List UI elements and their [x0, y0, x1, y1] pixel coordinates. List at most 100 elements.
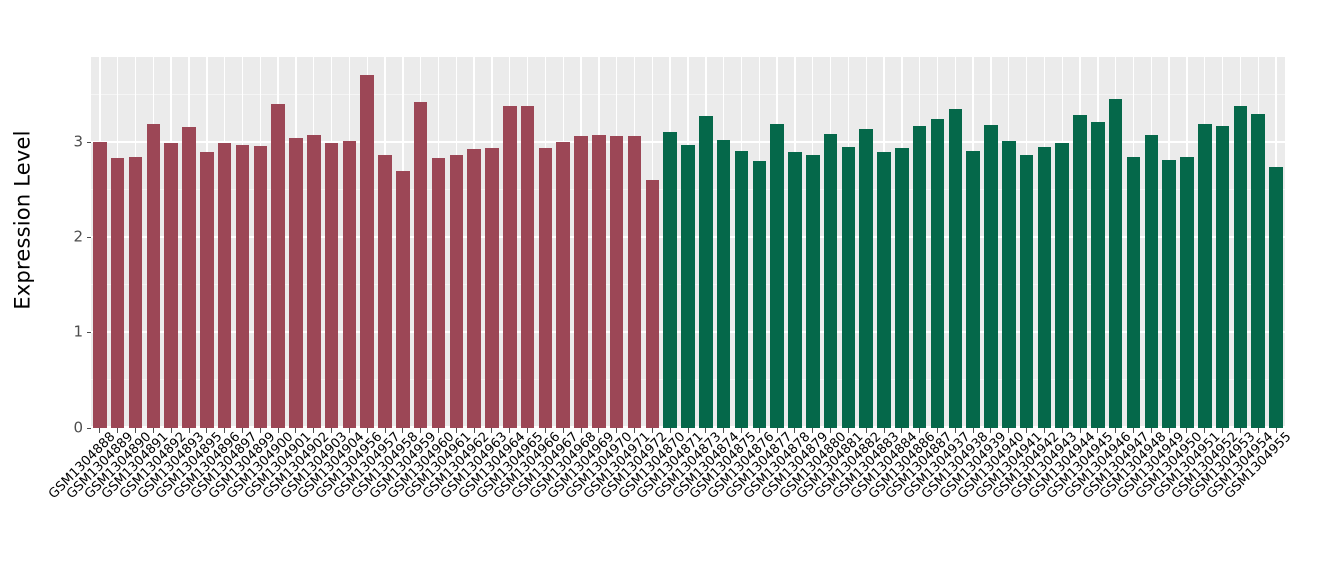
- bar: [1055, 142, 1069, 428]
- x-axis-tick-mark: [651, 428, 653, 433]
- bar: [823, 134, 838, 428]
- y-axis-tick-mark: [87, 332, 91, 334]
- bar: [663, 132, 677, 428]
- x-axis-tick-mark: [420, 428, 422, 433]
- x-axis-tick-mark: [224, 428, 226, 433]
- bar: [752, 160, 767, 428]
- bar: [289, 137, 303, 428]
- x-axis-tick-mark: [1186, 428, 1188, 433]
- x-axis-labels: GSM1304888 GSM1304889 GSM1304890 GSM1304891…: [46, 429, 1295, 578]
- y-axis-tick-mark: [87, 142, 91, 144]
- bar: [770, 123, 784, 428]
- bar: [520, 106, 535, 428]
- bar: [734, 151, 749, 428]
- x-axis-tick-mark: [1115, 428, 1117, 433]
- x-axis-tick-mark: [1008, 428, 1010, 433]
- x-axis-tick-mark: [1204, 428, 1206, 433]
- y-axis: 0 1 2 3: [46, 57, 91, 435]
- bar: [716, 139, 731, 428]
- x-axis-tick-mark: [135, 428, 137, 433]
- bar: [200, 152, 214, 428]
- x-axis-tick-mark: [1061, 428, 1063, 433]
- x-axis-tick-mark: [972, 428, 974, 433]
- y-axis-tick-label: 0: [73, 418, 83, 436]
- x-axis-tick-mark: [544, 428, 546, 433]
- bar: [788, 152, 802, 428]
- bar: [342, 140, 357, 428]
- bar: [1091, 121, 1105, 428]
- bar: [948, 109, 963, 428]
- x-axis-tick-mark: [776, 428, 778, 433]
- bar: [912, 125, 927, 428]
- bar: [164, 142, 178, 428]
- x-axis-tick-mark: [723, 428, 725, 433]
- bar: [1019, 154, 1034, 428]
- bar: [1215, 125, 1230, 428]
- x-axis-tick-mark: [954, 428, 956, 433]
- bar: [1251, 114, 1266, 428]
- x-axis-tick-mark: [152, 428, 154, 433]
- x-axis-tick-mark: [1079, 428, 1081, 433]
- bar: [538, 148, 553, 428]
- x-axis-tick-mark: [170, 428, 172, 433]
- x-axis-tick-mark: [1257, 428, 1259, 433]
- bar: [431, 157, 446, 428]
- y-axis-tick-mark: [87, 427, 91, 429]
- x-axis-tick-mark: [1275, 428, 1277, 433]
- bar: [413, 101, 428, 428]
- bar: [895, 148, 909, 428]
- bar: [592, 135, 606, 428]
- x-axis-tick-mark: [794, 428, 796, 433]
- bar: [627, 135, 642, 428]
- x-axis-tick-mark: [259, 428, 261, 433]
- bar: [645, 179, 660, 428]
- x-axis-tick-mark: [830, 428, 832, 433]
- x-axis-tick-mark: [865, 428, 867, 433]
- bar: [984, 124, 998, 428]
- x-axis-tick-mark: [598, 428, 600, 433]
- bar: [841, 147, 856, 428]
- bar: [93, 141, 107, 428]
- x-axis-tick-mark: [901, 428, 903, 433]
- bar: [1162, 159, 1176, 428]
- x-axis-tick-mark: [705, 428, 707, 433]
- x-axis-tick-mark: [366, 428, 368, 433]
- bar: [253, 146, 268, 428]
- bar: [1037, 147, 1052, 428]
- y-axis-title-text: Expression Level: [11, 130, 35, 310]
- bar: [128, 156, 143, 428]
- x-axis-tick-mark: [758, 428, 760, 433]
- x-axis-tick-mark: [1097, 428, 1099, 433]
- bar: [449, 154, 464, 428]
- bar: [1180, 156, 1194, 428]
- x-axis-tick-mark: [740, 428, 742, 433]
- bar: [467, 149, 481, 428]
- y-axis-tick-label: 2: [73, 227, 83, 246]
- x-axis-tick-mark: [117, 428, 119, 433]
- x-axis-tick-mark: [384, 428, 386, 433]
- x-axis-tick-mark: [473, 428, 475, 433]
- bar: [146, 123, 161, 428]
- bar: [1002, 140, 1016, 428]
- x-axis-tick-mark: [562, 428, 564, 433]
- bar: [681, 144, 695, 428]
- x-axis-tick-mark: [455, 428, 457, 433]
- y-axis-title: Expression Level: [0, 0, 46, 440]
- bar: [699, 115, 713, 428]
- bar: [1073, 115, 1087, 428]
- x-axis-tick-mark: [438, 428, 439, 433]
- x-axis-tick-mark: [1043, 428, 1045, 433]
- bar: [877, 152, 891, 428]
- x-axis-tick-mark: [1026, 428, 1028, 433]
- bar: [1233, 106, 1248, 428]
- bar: [110, 157, 125, 428]
- bar: [182, 127, 196, 428]
- bar: [859, 129, 873, 428]
- bar: [324, 142, 339, 428]
- bar: [1126, 156, 1141, 428]
- bar: [271, 103, 285, 428]
- x-axis-tick-mark: [1133, 428, 1135, 433]
- x-axis-tick-mark: [616, 428, 618, 433]
- bar: [930, 118, 945, 428]
- x-axis-tick-mark: [402, 428, 404, 433]
